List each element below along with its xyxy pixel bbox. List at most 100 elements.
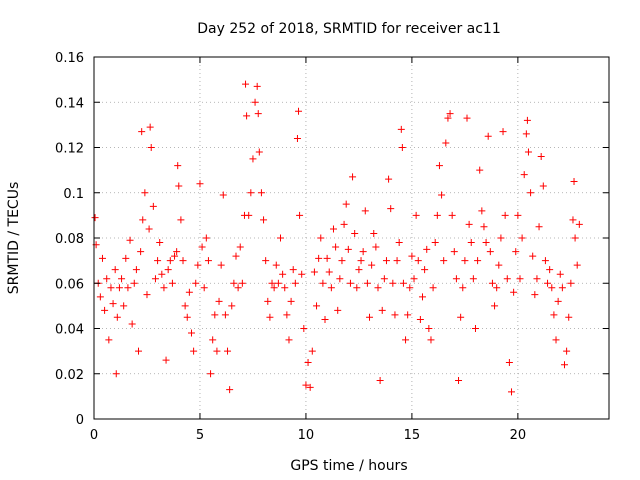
- data-point: [389, 279, 397, 287]
- x-tick-label: 0: [90, 428, 98, 443]
- y-tick-label: 0.12: [55, 142, 84, 157]
- data-point: [122, 254, 130, 262]
- data-point: [544, 279, 552, 287]
- data-point: [467, 239, 475, 247]
- data-point: [338, 257, 346, 265]
- data-point: [488, 279, 496, 287]
- data-point: [416, 315, 424, 323]
- x-axis-label: GPS time / hours: [290, 458, 407, 474]
- data-point: [380, 275, 388, 283]
- data-point: [137, 248, 145, 256]
- data-point: [156, 239, 164, 247]
- data-point: [474, 257, 482, 265]
- x-tick-label: 20: [510, 428, 527, 443]
- data-point: [143, 291, 151, 299]
- data-point: [463, 114, 471, 122]
- data-point: [323, 254, 331, 262]
- data-point: [304, 358, 312, 366]
- data-point: [118, 275, 126, 283]
- data-points: [91, 80, 583, 396]
- data-point: [340, 220, 348, 228]
- axis-ticks: [93, 56, 609, 420]
- data-point: [570, 177, 578, 185]
- data-point: [535, 223, 543, 231]
- data-point: [105, 336, 113, 344]
- data-point: [325, 268, 333, 276]
- x-tick-label: 15: [404, 428, 421, 443]
- chart-title: Day 252 of 2018, SRMTID for receiver ac1…: [197, 21, 501, 37]
- data-point: [107, 284, 115, 292]
- data-point: [563, 347, 571, 355]
- data-point: [135, 347, 143, 355]
- data-point: [412, 211, 420, 219]
- data-point: [247, 189, 255, 197]
- data-point: [190, 347, 198, 355]
- data-point: [181, 302, 189, 310]
- data-point: [518, 234, 526, 242]
- data-point: [524, 148, 532, 156]
- data-point: [262, 257, 270, 265]
- y-tick-label: 0.06: [55, 277, 84, 292]
- data-point: [289, 266, 297, 274]
- data-point: [344, 245, 352, 253]
- data-point: [520, 171, 528, 179]
- data-point: [151, 275, 159, 283]
- data-point: [254, 110, 262, 118]
- data-point: [243, 112, 251, 120]
- data-point: [298, 270, 306, 278]
- data-point: [499, 128, 507, 136]
- data-point: [402, 336, 410, 344]
- data-point: [382, 257, 390, 265]
- data-point: [334, 306, 342, 314]
- data-point: [421, 266, 429, 274]
- data-point: [480, 223, 488, 231]
- data-point: [465, 220, 473, 228]
- data-point: [452, 275, 460, 283]
- data-point: [368, 261, 376, 269]
- data-point: [141, 189, 149, 197]
- data-point: [391, 311, 399, 319]
- data-point: [202, 234, 210, 242]
- data-point: [501, 211, 509, 219]
- data-point: [565, 313, 573, 321]
- data-point: [363, 279, 371, 287]
- data-point: [245, 211, 253, 219]
- data-point: [138, 128, 146, 136]
- data-point: [478, 207, 486, 215]
- data-point: [552, 336, 560, 344]
- data-point: [270, 284, 278, 292]
- data-point: [397, 125, 405, 133]
- data-point: [486, 248, 494, 256]
- data-point: [277, 234, 285, 242]
- data-point: [435, 162, 443, 170]
- data-point: [556, 270, 564, 278]
- data-point: [194, 261, 202, 269]
- data-point: [187, 329, 195, 337]
- data-point: [196, 180, 204, 188]
- data-point: [217, 261, 225, 269]
- data-point: [442, 139, 450, 147]
- data-point: [179, 257, 187, 265]
- data-point: [164, 266, 172, 274]
- data-point: [264, 297, 272, 305]
- data-point: [495, 261, 503, 269]
- data-point: [219, 191, 227, 199]
- data-point: [238, 279, 246, 287]
- data-point: [427, 336, 435, 344]
- data-point: [571, 234, 579, 242]
- data-point: [353, 284, 361, 292]
- data-point: [349, 173, 357, 181]
- data-point: [410, 275, 418, 283]
- data-point: [111, 266, 119, 274]
- data-point: [249, 155, 257, 163]
- data-point: [512, 248, 520, 256]
- data-point: [406, 284, 414, 292]
- y-tick-label: 0.1: [63, 187, 84, 202]
- data-point: [510, 288, 518, 296]
- data-point: [541, 257, 549, 265]
- x-tick-labels: 0 5 10 15 20: [90, 428, 526, 443]
- data-point: [113, 313, 121, 321]
- data-point: [491, 302, 499, 310]
- data-point: [366, 313, 374, 321]
- y-tick-labels: 0 0.02 0.04 0.06 0.08 0.1 0.12 0.14 0.16: [55, 51, 84, 428]
